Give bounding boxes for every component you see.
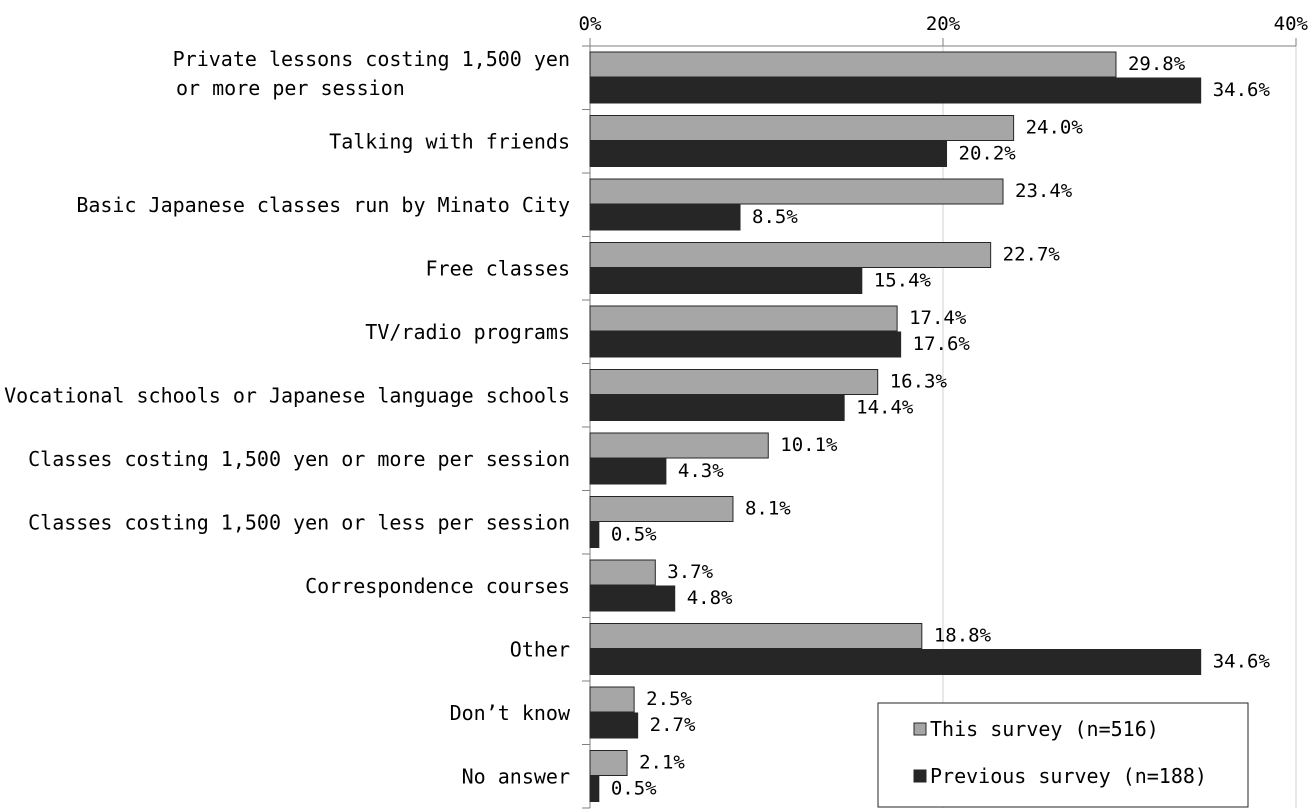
value-label-previous-survey: 0.5% [611, 524, 657, 546]
category-label-talking-with-friends: Talking with friends [329, 129, 570, 153]
value-label-this-survey: 22.7% [1003, 244, 1061, 266]
bar-previous-survey [589, 712, 639, 739]
bar-this-survey [589, 178, 1004, 205]
value-label-this-survey: 17.4% [909, 307, 967, 329]
category-label-tv-radio-programs: TV/radio programs [365, 320, 570, 344]
category-label-line: Other [510, 637, 570, 661]
bar-this-survey [589, 432, 769, 459]
bar-this-survey [589, 686, 635, 713]
category-label-line: Private lessons costing 1,500 yen [173, 47, 570, 71]
category-label-don-t-know: Don’t know [450, 701, 571, 725]
category-label-line: No answer [462, 764, 570, 788]
value-label-previous-survey: 17.6% [913, 333, 971, 355]
value-label-this-survey: 29.8% [1128, 53, 1186, 75]
x-tick-label: 0% [579, 13, 602, 35]
category-label-line: Don’t know [450, 701, 571, 725]
category-label-line: Classes costing 1,500 yen or more per se… [28, 447, 570, 471]
bar-this-survey [589, 369, 879, 395]
category-label-no-answer: No answer [462, 764, 570, 788]
category-label-correspondence-courses: Correspondence courses [305, 574, 570, 598]
bar-previous-survey [589, 458, 667, 485]
category-label-classes-costing-1-500-yen-or-more-per-session: Classes costing 1,500 yen or more per se… [28, 447, 570, 471]
category-label-basic-japanese-classes-run-by-minato-city: Basic Japanese classes run by Minato Cit… [76, 193, 570, 217]
value-label-previous-survey: 8.5% [752, 206, 798, 228]
bar-previous-survey [589, 204, 741, 231]
legend-label-this-survey: This survey (n=516) [930, 717, 1159, 741]
category-label-line: Correspondence courses [305, 574, 570, 598]
category-label-line: Free classes [426, 256, 571, 280]
bar-this-survey [589, 51, 1117, 78]
value-label-previous-survey: 20.2% [959, 143, 1017, 165]
value-label-previous-survey: 4.8% [687, 587, 733, 609]
bar-previous-survey [589, 395, 845, 421]
category-label-classes-costing-1-500-yen-or-less-per-session: Classes costing 1,500 yen or less per se… [28, 510, 570, 534]
value-label-previous-survey: 34.6% [1213, 79, 1271, 101]
category-labels: Private lessons costing 1,500 yen or more… [4, 47, 571, 788]
legend: This survey (n=516) Previous survey (n=1… [877, 702, 1249, 808]
legend-box [877, 702, 1249, 808]
value-label-previous-survey: 0.5% [611, 778, 657, 800]
value-label-previous-survey: 15.4% [874, 270, 932, 292]
bar-this-survey [589, 559, 656, 586]
value-label-previous-survey: 14.4% [856, 397, 914, 419]
category-label-other: Other [510, 637, 570, 661]
category-label-private-lessons-costing-1-500-yen-or-more-per-session: Private lessons costing 1,500 yen or more… [173, 47, 570, 100]
bar-previous-survey [589, 77, 1202, 104]
category-label-line: TV/radio programs [365, 320, 570, 344]
bars [589, 51, 1202, 802]
value-label-previous-survey: 4.3% [678, 460, 724, 482]
value-label-this-survey: 24.0% [1026, 117, 1084, 139]
bar-this-survey [589, 305, 898, 332]
value-label-this-survey: 23.4% [1015, 180, 1073, 202]
category-label-line: Vocational schools or Japanese language … [4, 383, 570, 407]
bar-this-survey [589, 115, 1015, 141]
category-label-line: Basic Japanese classes run by Minato Cit… [76, 193, 570, 217]
value-label-previous-survey: 34.6% [1213, 651, 1271, 673]
value-label-this-survey: 2.5% [646, 688, 692, 710]
value-label-this-survey: 10.1% [780, 434, 838, 456]
legend-swatch-this-survey [913, 722, 927, 736]
value-label-previous-survey: 2.7% [650, 714, 696, 736]
bar-previous-survey [589, 141, 948, 167]
value-label-this-survey: 2.1% [639, 752, 685, 774]
value-label-this-survey: 8.1% [745, 498, 791, 520]
value-label-this-survey: 16.3% [890, 371, 948, 393]
bar-this-survey [589, 242, 992, 268]
bar-previous-survey [589, 649, 1202, 675]
bar-this-survey [589, 496, 734, 522]
legend-label-previous-survey: Previous survey (n=188) [930, 764, 1207, 788]
value-label-this-survey: 18.8% [934, 625, 992, 647]
category-label-vocational-schools-or-japanese-language-schools: Vocational schools or Japanese language … [4, 383, 570, 407]
x-axis-ticks: 0% 20% 40% [579, 13, 1309, 46]
category-label-line: or more per session [176, 76, 405, 100]
value-labels: 29.8% 24.0% 23.4% 22.7% 17.4% 16.3% 10.1% 8.1% 3… [611, 53, 1271, 800]
x-tick-label: 20% [926, 13, 961, 35]
bar-previous-survey [589, 331, 902, 358]
category-label-line: Classes costing 1,500 yen or less per se… [28, 510, 570, 534]
legend-swatch-previous-survey [913, 769, 927, 783]
bar-previous-survey [589, 585, 676, 612]
gridlines [942, 46, 1297, 808]
bar-this-survey [589, 623, 923, 649]
bar-previous-survey [589, 522, 600, 548]
category-label-free-classes: Free classes [426, 256, 571, 280]
x-tick-label: 40% [1274, 13, 1309, 35]
bar-previous-survey [589, 776, 600, 802]
value-label-this-survey: 3.7% [667, 561, 713, 583]
bar-this-survey [589, 750, 628, 776]
bar-previous-survey [589, 268, 863, 294]
category-label-line: Talking with friends [329, 129, 570, 153]
